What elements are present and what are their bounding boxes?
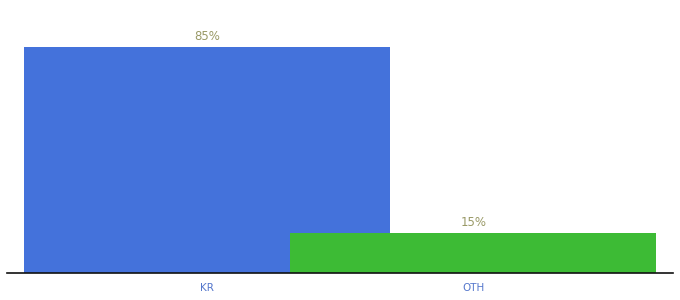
Bar — [24, 47, 390, 273]
Text: 15%: 15% — [460, 216, 486, 230]
Text: 85%: 85% — [194, 30, 220, 43]
Bar — [290, 233, 656, 273]
